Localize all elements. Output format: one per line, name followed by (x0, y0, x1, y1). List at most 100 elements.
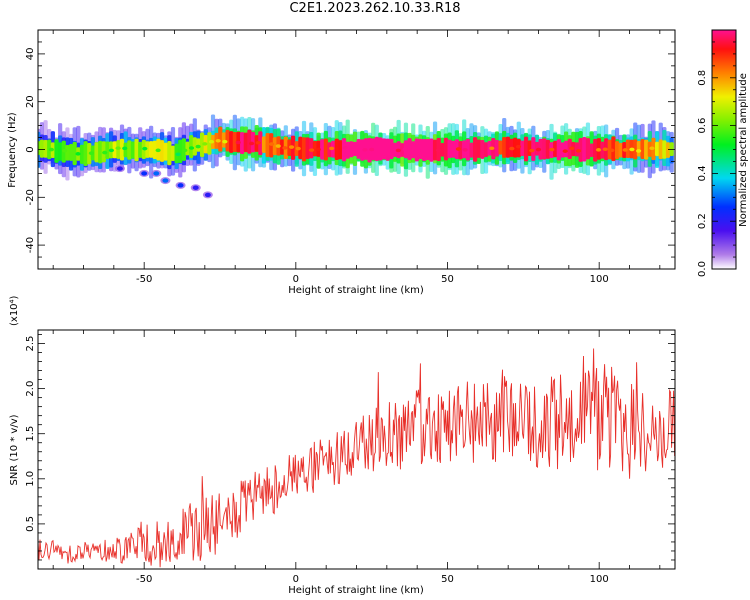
spectrogram-peak (602, 147, 608, 152)
spectrogram-cell (261, 136, 267, 153)
spectrogram-cell (564, 140, 569, 158)
spectrogram-cell (323, 138, 328, 161)
spectrogram-cell (531, 137, 536, 161)
spectrogram-cell (265, 133, 270, 157)
spectrogram-cell (644, 139, 649, 160)
spectrogram-peak (108, 148, 115, 153)
spectrogram-peak (48, 147, 54, 152)
spectrogram-peak (462, 148, 468, 152)
spectrogram-peak (575, 149, 582, 153)
spectrogram-cell (662, 140, 667, 159)
spectrogram-secondary-point (116, 166, 123, 171)
spectrogram-cell (429, 138, 434, 162)
spectrogram-peak (515, 144, 522, 149)
spectrogram-cell (625, 139, 631, 158)
spectrogram-cell (320, 139, 325, 160)
spectrogram-cell (356, 138, 361, 159)
spectrogram-cell (542, 138, 547, 160)
spectrogram-cell (341, 138, 347, 162)
y-tick-label: 20 (25, 95, 36, 108)
spectrogram-secondary-point (162, 178, 169, 183)
spectrogram-frame (37, 29, 676, 270)
spectrogram-cell (374, 136, 379, 162)
spectrogram-peak (395, 148, 401, 153)
spectrogram-peak (329, 146, 335, 151)
spectrogram-cell (94, 142, 99, 163)
spectrogram-cell (127, 140, 132, 160)
spectrogram-heatmap (38, 114, 674, 199)
y-tick-label: -40 (25, 237, 36, 253)
spectrogram-cell (378, 137, 383, 161)
spectrogram-cell (618, 142, 623, 158)
spectrogram-panel: -50 0 50 100 -40 -20 0 20 40 Height of straight… (7, 29, 676, 296)
spectrogram-peak (509, 146, 515, 151)
spectrogram-cell (498, 140, 503, 155)
spectrogram-cell (327, 142, 332, 158)
spectrogram-cell (385, 138, 390, 161)
spectrogram-peak (188, 146, 195, 150)
spectrogram-cell (149, 141, 154, 158)
spectrogram-peak (549, 147, 555, 152)
colorbar-tick-label: 0.0 (697, 261, 708, 277)
spectrogram-cell (425, 139, 430, 160)
spectrogram-cell (192, 137, 197, 156)
spectrogram-peak (629, 147, 635, 152)
spectrogram-peak (455, 147, 462, 151)
spectrogram-peak (342, 145, 348, 150)
spectrogram-cell (640, 138, 645, 160)
spectrogram-peak (609, 148, 615, 153)
spectrogram-peak (62, 148, 68, 153)
spectrogram-peak (435, 148, 441, 153)
spectrogram-cell (451, 140, 456, 158)
snr-y-axis-label: SNR (10 * v/v) (9, 414, 20, 485)
spectrogram-cell (345, 141, 350, 159)
spectrogram-peak (255, 140, 261, 145)
spectrogram-secondary-point (204, 192, 211, 198)
spectrogram-cell (655, 141, 660, 157)
spectrogram-cell (159, 140, 165, 162)
spectrogram-cell (72, 141, 77, 166)
spectrogram-peak (562, 149, 568, 153)
spectrogram-cell (352, 141, 358, 157)
spectrogram-cell (382, 138, 387, 160)
spectrogram-secondary-point (177, 183, 184, 188)
spectrogram-peak (309, 148, 315, 152)
spectrogram-cell (79, 144, 85, 164)
spectrogram-cell (334, 138, 339, 160)
spectrogram-cell (585, 138, 591, 160)
spectrogram-peak (649, 146, 655, 151)
x-tick-label: 0 (293, 274, 299, 285)
spectrogram-cell (513, 137, 518, 158)
spectrogram-cell (185, 141, 190, 156)
spectrogram-cell (167, 141, 172, 166)
x-tick-label: 100 (590, 574, 609, 585)
spectrogram-cell (600, 141, 605, 159)
y-tick-label: -20 (25, 189, 36, 205)
spectrogram-cell (312, 141, 318, 157)
x-tick-label: 100 (590, 274, 609, 285)
spectrogram-cell (614, 141, 620, 159)
snr-series-line (38, 348, 675, 568)
spectrogram-cell (505, 136, 510, 158)
spectrogram-cell (152, 140, 157, 159)
spectrogram-cell (483, 142, 489, 157)
colorbar: 0.0 0.2 0.4 0.6 0.8 Normalized spectral ampl… (697, 29, 749, 277)
x-tick-label: 50 (441, 274, 454, 285)
spectrogram-cell (447, 139, 452, 159)
spectrogram-cell (469, 142, 474, 158)
snr-ticks (38, 330, 675, 569)
spectrogram-cell (305, 137, 310, 160)
spectrogram-cell (301, 137, 307, 162)
spectrogram-cell (473, 137, 478, 162)
spectrogram-cell (556, 139, 561, 161)
spectrogram-peak (409, 148, 415, 153)
spectrogram-secondary-point (153, 171, 160, 176)
colorbar-ticks: 0.0 0.2 0.4 0.6 0.8 (697, 29, 736, 277)
spectrogram-y-tick-labels: -40 -20 0 20 40 (25, 48, 36, 254)
y-tick-label: 0.5 (25, 516, 36, 532)
spectrogram-cell (83, 141, 88, 166)
spectrogram-cell (229, 131, 234, 153)
spectrogram-cell (389, 138, 394, 160)
spectrogram-cell (523, 136, 529, 162)
spectrogram-cell (138, 141, 143, 158)
